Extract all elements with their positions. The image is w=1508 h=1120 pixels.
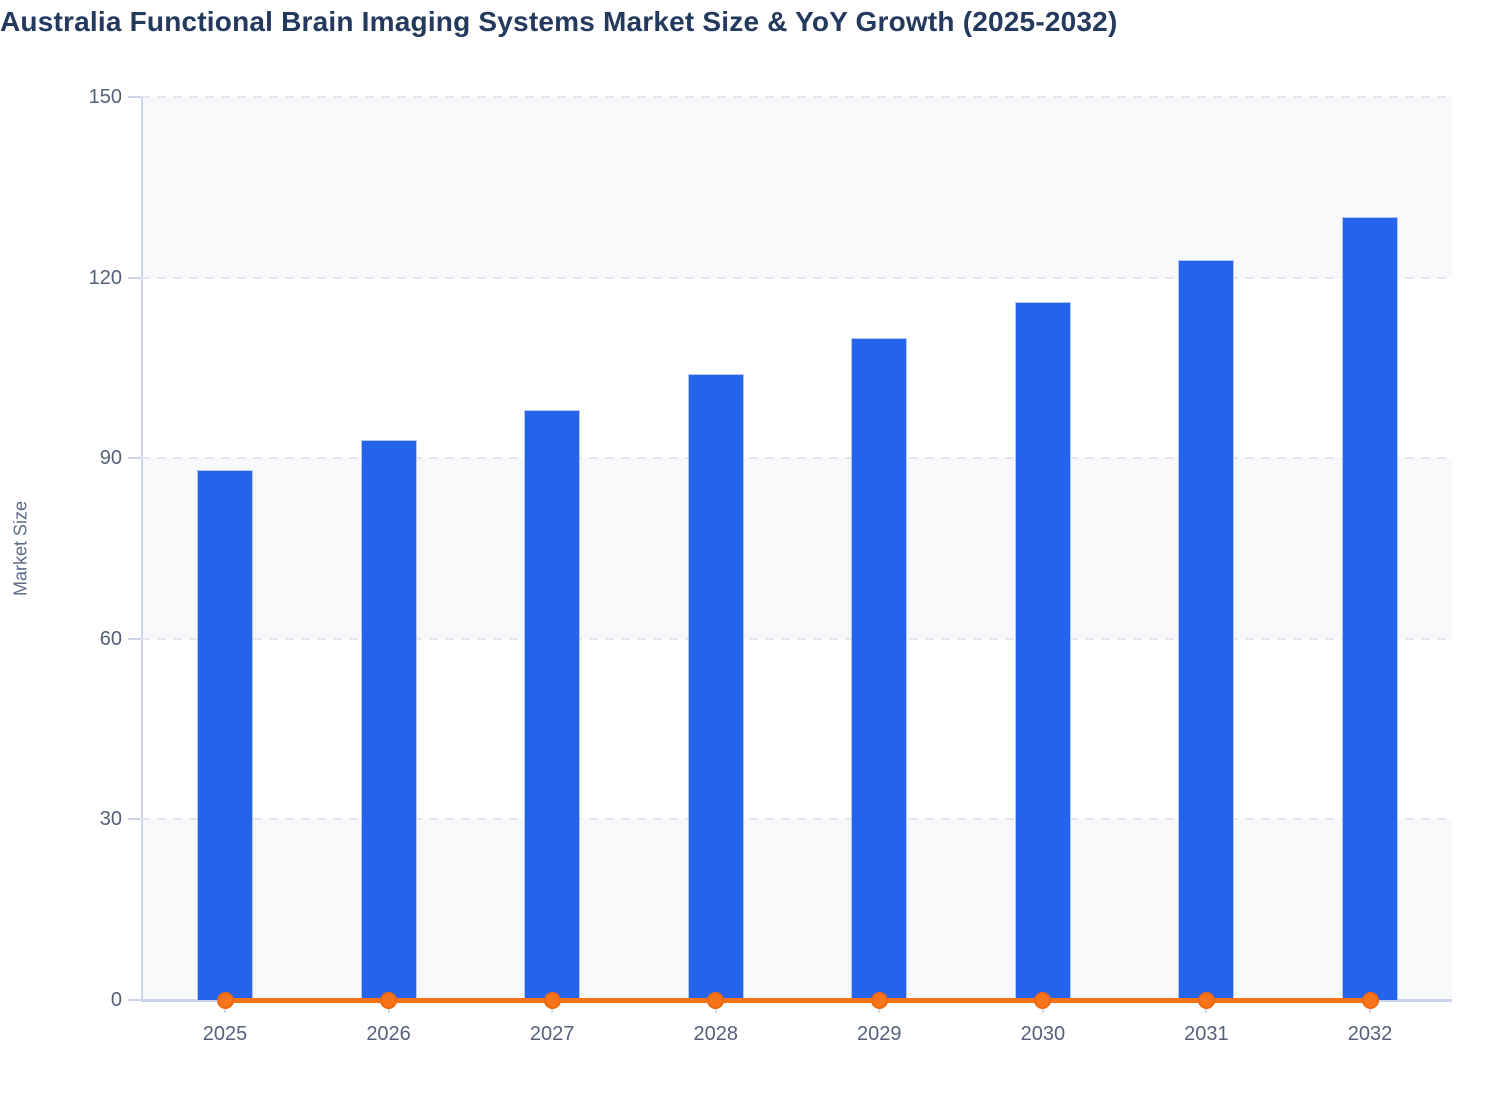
x-tick-mark	[1205, 1004, 1208, 1013]
x-tick-label-2031: 2031	[1184, 1023, 1229, 1045]
y-tick-mark	[128, 818, 141, 821]
row-stripe	[141, 639, 1452, 820]
bar-2032[interactable]	[1342, 217, 1398, 1000]
row-stripe	[141, 278, 1452, 459]
gridline	[141, 818, 1452, 821]
gridline	[141, 276, 1452, 279]
y-tick-mark	[128, 457, 141, 460]
gridline	[141, 457, 1452, 460]
yoy-marker-2032[interactable]	[1361, 991, 1379, 1009]
x-tick-label-2027: 2027	[529, 1023, 575, 1045]
row-stripe	[141, 97, 1452, 278]
y-axis-line	[141, 97, 143, 1000]
yoy-marker-2028[interactable]	[707, 991, 725, 1009]
x-tick-label-2025: 2025	[202, 1023, 248, 1045]
x-tick-mark	[1041, 1004, 1044, 1013]
x-tick-mark	[714, 1004, 717, 1013]
x-tick-mark	[224, 1004, 226, 1013]
x-tick-label-2032: 2032	[1347, 1023, 1393, 1045]
bar-2026[interactable]	[360, 440, 417, 1000]
yoy-marker-2025[interactable]	[216, 991, 234, 1009]
y-tick-label: 60	[99, 627, 122, 650]
yoy-marker-2031[interactable]	[1197, 991, 1215, 1009]
yoy-marker-2027[interactable]	[543, 991, 561, 1009]
x-tick-mark	[1369, 1004, 1371, 1013]
x-tick-mark	[551, 1004, 554, 1013]
y-tick-mark	[128, 637, 141, 640]
chart-title: Australia Functional Brain Imaging Syste…	[0, 6, 1118, 37]
x-tick-mark	[878, 1004, 881, 1013]
x-tick-label-2029: 2029	[857, 1023, 902, 1045]
bar-2025[interactable]	[197, 470, 253, 1000]
gridline	[141, 637, 1452, 640]
y-tick-mark	[128, 276, 141, 279]
bar-2031[interactable]	[1178, 259, 1235, 1000]
yoy-marker-2026[interactable]	[380, 991, 398, 1009]
plot-area	[141, 96, 1452, 1009]
gridline	[141, 96, 1452, 98]
yoy-growth-line	[225, 998, 1370, 1003]
row-stripe	[141, 819, 1452, 1000]
bar-2027[interactable]	[524, 410, 581, 1000]
y-tick-mark	[128, 96, 141, 98]
row-stripe	[141, 458, 1452, 639]
x-tick-label-2030: 2030	[1020, 1023, 1066, 1045]
x-tick-label-2026: 2026	[366, 1023, 411, 1045]
x-tick-label-2028: 2028	[693, 1023, 738, 1045]
bar-2028[interactable]	[687, 373, 744, 1000]
y-tick-label: 30	[99, 808, 122, 831]
bar-2030[interactable]	[1014, 301, 1071, 1000]
y-tick-label: 0	[110, 989, 122, 1011]
yoy-marker-2029[interactable]	[870, 991, 888, 1009]
yoy-marker-2030[interactable]	[1034, 991, 1052, 1009]
x-tick-mark	[387, 1004, 390, 1013]
y-axis-title: Market Size	[10, 500, 31, 597]
y-tick-label: 120	[88, 266, 122, 289]
y-tick-label: 150	[88, 86, 122, 108]
y-tick-mark	[128, 999, 141, 1001]
bar-2029[interactable]	[851, 337, 908, 1000]
y-tick-label: 90	[99, 447, 122, 470]
